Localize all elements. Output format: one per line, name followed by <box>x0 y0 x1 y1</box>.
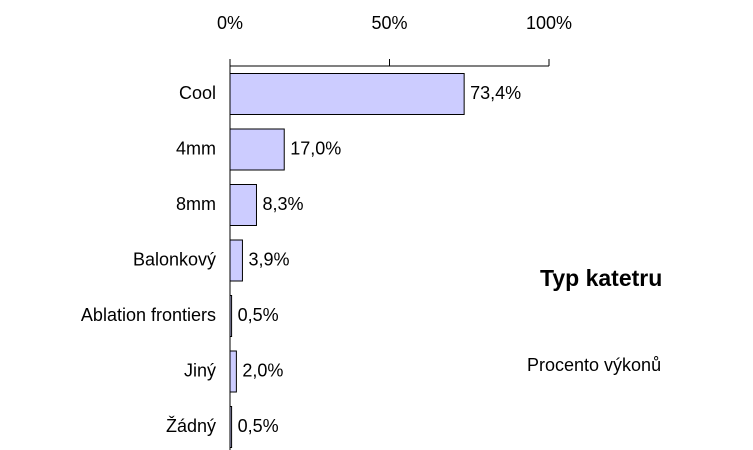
bar <box>229 128 285 171</box>
y-tick-label: Ablation frontiers <box>81 305 216 325</box>
value-label: 73,4% <box>470 83 521 103</box>
x-tick-label: 0% <box>217 13 243 33</box>
value-label: 8,3% <box>262 194 303 214</box>
value-label: 0,5% <box>238 305 279 325</box>
value-label: 17,0% <box>290 138 341 158</box>
y-tick-label: Cool <box>179 83 216 103</box>
value-label: 0,5% <box>238 416 279 436</box>
x-tick-label: 100% <box>526 13 572 33</box>
bar <box>229 295 233 337</box>
bar <box>229 406 233 448</box>
value-label: 3,9% <box>248 249 289 269</box>
y-tick-label: Žádný <box>166 416 216 436</box>
bar <box>229 73 465 115</box>
bar <box>229 350 237 393</box>
chart-subtitle: Procento výkonů <box>527 355 661 375</box>
bar <box>229 239 243 282</box>
y-tick-label: 4mm <box>176 138 216 158</box>
bar <box>229 184 257 226</box>
y-tick-label: Balonkový <box>133 249 216 269</box>
x-tick-label: 50% <box>371 13 407 33</box>
chart-title: Typ katetru <box>540 265 662 291</box>
value-label: 2,0% <box>242 360 283 380</box>
y-tick-label: Jiný <box>184 360 216 380</box>
y-tick-label: 8mm <box>176 194 216 214</box>
